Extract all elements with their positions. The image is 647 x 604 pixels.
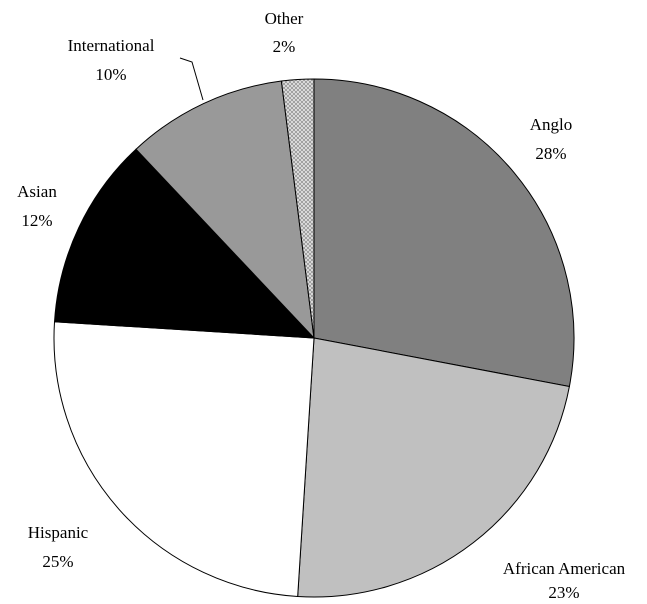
slice-label-other: Other — [265, 9, 304, 28]
pie-slice-international — [135, 80, 315, 340]
slice-label-anglo: Anglo — [530, 115, 573, 134]
slice-label-hispanic: Hispanic — [28, 523, 89, 542]
pie-slice-other — [280, 78, 315, 339]
pie-slice-asian — [53, 148, 316, 339]
slice-value-hispanic: 25% — [42, 552, 73, 571]
pie-slice-african-american — [297, 337, 570, 598]
slice-value-african-american: 23% — [548, 583, 579, 602]
pie-slice-anglo — [313, 78, 575, 388]
pie-slice-hispanic — [53, 321, 315, 598]
slice-value-other: 2% — [273, 37, 296, 56]
slice-label-asian: Asian — [17, 182, 57, 201]
slice-label-african-american: African American — [503, 559, 626, 578]
slice-label-international: International — [68, 36, 155, 55]
pie-slices — [53, 78, 575, 598]
international-leader-line — [179, 57, 204, 101]
slice-value-asian: 12% — [21, 211, 52, 230]
slice-value-international: 10% — [95, 65, 126, 84]
slice-value-anglo: 28% — [535, 144, 566, 163]
